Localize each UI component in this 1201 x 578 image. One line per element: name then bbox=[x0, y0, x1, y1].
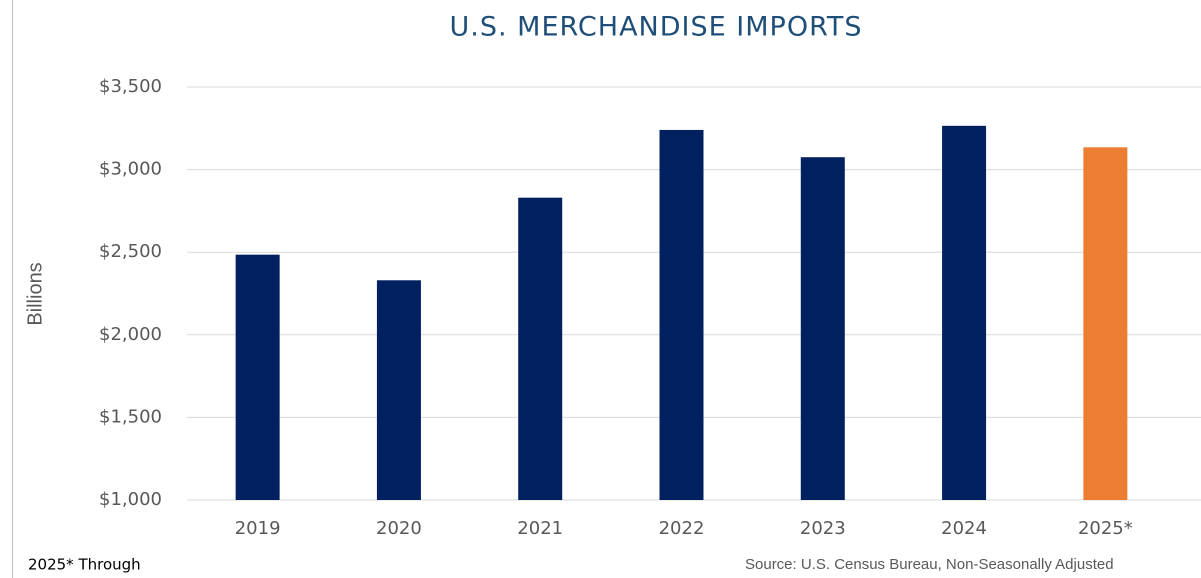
bar bbox=[659, 129, 704, 500]
bar bbox=[235, 254, 280, 500]
y-tick-label: $1,500 bbox=[99, 406, 162, 427]
y-tick-label: $2,000 bbox=[99, 324, 162, 345]
x-tick-label: 2023 bbox=[800, 518, 846, 539]
bar bbox=[1083, 147, 1128, 500]
x-tick-label: 2020 bbox=[376, 518, 422, 539]
y-tick-label: $1,000 bbox=[99, 489, 162, 510]
chart-title: U.S. MERCHANDISE IMPORTS bbox=[450, 12, 863, 43]
source: Source: U.S. Census Bureau, Non-Seasonal… bbox=[745, 556, 1114, 573]
y-tick-label: $3,000 bbox=[99, 159, 162, 180]
x-tick-label: 2019 bbox=[235, 518, 281, 539]
bar bbox=[376, 280, 421, 500]
bar bbox=[800, 157, 845, 500]
x-tick-label: 2021 bbox=[517, 518, 563, 539]
bar bbox=[942, 125, 987, 501]
bar bbox=[518, 197, 563, 500]
y-tick-label: $2,500 bbox=[99, 241, 162, 262]
x-tick-label: 2024 bbox=[941, 518, 987, 539]
x-tick-label: 2022 bbox=[659, 518, 705, 539]
y-axis-label: Billions bbox=[24, 262, 46, 325]
x-tick-label: 2025* bbox=[1078, 518, 1133, 539]
y-tick-label: $3,500 bbox=[99, 76, 162, 97]
chart-border bbox=[12, 0, 13, 578]
footnote: 2025* Through bbox=[28, 556, 141, 574]
